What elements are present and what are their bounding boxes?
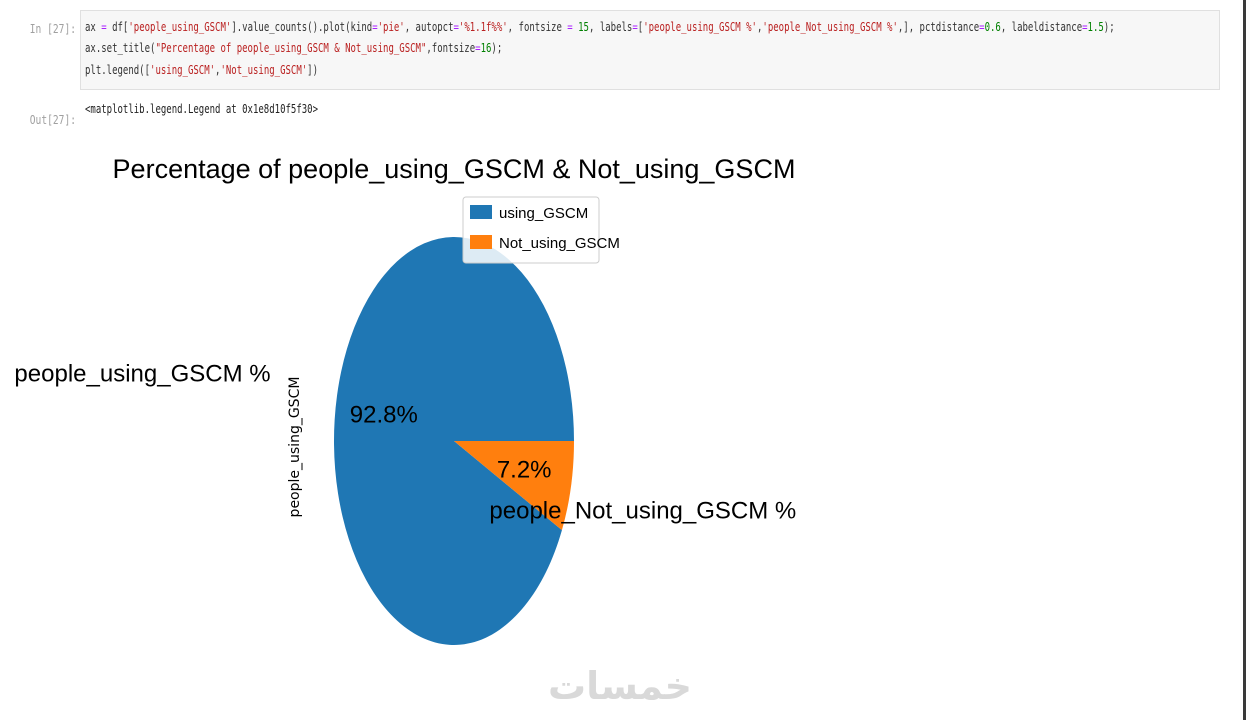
pie-slice-0 [334, 236, 574, 645]
code-token: = [1082, 19, 1088, 34]
code-token: = [372, 19, 378, 34]
code-token: 0.6 [984, 19, 1001, 34]
watermark-logo: خمسات [548, 664, 692, 708]
output-prompt: Out[27]: [29, 113, 77, 127]
code-token: = [101, 19, 107, 34]
pie-pct-label-0: 92.8% [350, 402, 418, 429]
pie-slices [334, 236, 574, 645]
code-token: 'Not_using_GSCM' [220, 62, 308, 77]
legend-frame [462, 196, 600, 264]
legend-swatch-1 [470, 235, 492, 249]
pie-slice-1 [454, 441, 574, 531]
code-token: '%1.1f%%' [458, 19, 508, 34]
code-token: 'pie' [377, 19, 405, 34]
code-token: ); [491, 40, 503, 55]
code-token: , [756, 19, 763, 34]
code-token: 'people_using_GSCM' [128, 19, 232, 34]
chart-legend: using_GSCM Not_using_GSCM [462, 196, 620, 264]
code-token: plt.legend([ [85, 62, 151, 77]
input-prompt: In [27]: [29, 22, 77, 36]
window-edge [1243, 0, 1246, 720]
code-line-1: ax = df['people_using_GSCM'].value_count… [85, 19, 1115, 34]
pie-slice-label-1: people_Not_using_GSCM % [489, 498, 796, 525]
code-token: 15 [578, 19, 589, 34]
chart-ylabel: people_using_GSCM [287, 377, 303, 518]
code-token: , autopct [404, 19, 454, 34]
code-token: = [567, 19, 573, 34]
code-token: ax [85, 19, 102, 34]
code-token: 'people_Not_using_GSCM %' [762, 19, 898, 34]
code-line-3: plt.legend(['using_GSCM','Not_using_GSCM… [85, 62, 318, 77]
code-token: ]) [307, 62, 319, 77]
code-token: [ [637, 19, 644, 34]
code-token: 'people_using_GSCM %' [643, 19, 757, 34]
code-token: df[ [106, 19, 129, 34]
code-token: 'using_GSCM' [150, 62, 216, 77]
code-token: , [215, 62, 221, 77]
code-token: = [475, 40, 481, 55]
pie-slice-label-0: people_using_GSCM % [14, 360, 270, 387]
code-token: , fontsize [507, 19, 568, 34]
pie-pct-label-1: 7.2% [497, 456, 552, 483]
code-token: = [632, 19, 638, 34]
code-token: 16 [480, 40, 492, 55]
code-cell[interactable]: ax = df['people_using_GSCM'].value_count… [80, 10, 1220, 90]
output-text: <matplotlib.legend.Legend at 0x1e8d10f5f… [85, 101, 318, 116]
code-token: = [453, 19, 459, 34]
legend-label-0: using_GSCM [499, 205, 588, 222]
code-token: ].value_counts().plot(kind [231, 19, 373, 34]
code-token: ,fontsize [426, 40, 476, 55]
code-token: "Percentage of people_using_GSCM & Not_u… [155, 40, 427, 55]
legend-label-1: Not_using_GSCM [499, 235, 620, 252]
code-token: , labeldistance [1000, 19, 1083, 34]
code-token: ,], pctdistance [897, 19, 980, 34]
code-line-2: ax.set_title("Percentage of people_using… [85, 40, 502, 55]
code-token: ); [1103, 19, 1115, 34]
code-token: 1.5 [1087, 19, 1104, 34]
code-token: ax.set_title( [85, 40, 156, 55]
pie-slice-labels: 92.8% people_using_GSCM % 7.2% people_Not_u… [14, 360, 796, 524]
code-token: = [979, 19, 985, 34]
legend-swatch-0 [470, 205, 492, 219]
chart-title: Percentage of people_using_GSCM & Not_us… [113, 154, 796, 184]
code-token: , labels [588, 19, 633, 34]
